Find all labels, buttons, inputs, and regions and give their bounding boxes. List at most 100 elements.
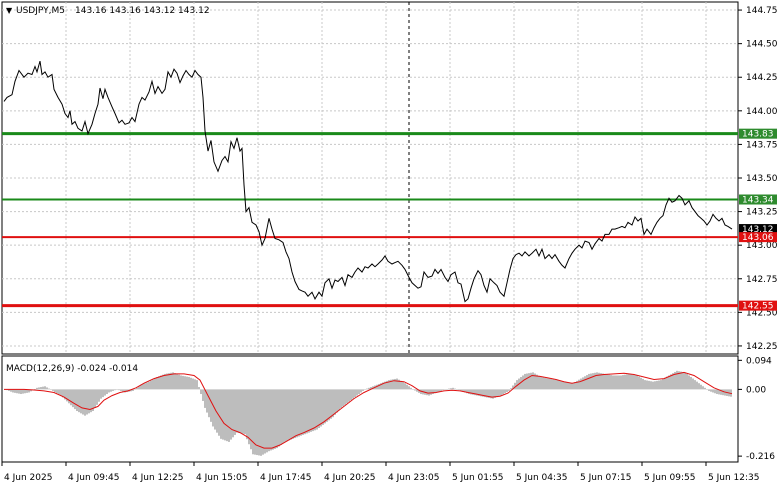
macd-bar	[338, 389, 340, 411]
macd-bar	[702, 386, 704, 390]
macd-bar	[230, 389, 232, 440]
macd-bar	[184, 376, 186, 390]
macd-bar	[598, 372, 600, 390]
macd-bar	[412, 389, 414, 390]
macd-bar	[678, 371, 680, 390]
price-panel[interactable]: 144.75144.50144.25144.00143.75143.50143.…	[1, 1, 778, 462]
macd-bar	[612, 375, 614, 390]
time-tick-label: 4 Jun 23:05	[388, 473, 439, 483]
macd-bar	[272, 389, 274, 450]
macd-bar	[254, 389, 256, 455]
macd-bar	[596, 372, 598, 390]
macd-bar	[168, 373, 170, 390]
macd-bar	[578, 379, 580, 390]
macd-bar	[622, 375, 624, 390]
price-axis[interactable]: 144.75144.50144.25144.00143.75143.50143.…	[738, 6, 778, 352]
macd-bar	[58, 389, 60, 395]
macd-bar	[546, 378, 548, 390]
macd-bar	[368, 387, 370, 390]
macd-bar	[516, 380, 518, 390]
macd-bar	[370, 387, 372, 390]
macd-bar	[188, 377, 190, 390]
macd-bar	[382, 382, 384, 390]
macd-bar	[468, 389, 470, 395]
macd-bar	[270, 389, 272, 451]
macd-bar	[162, 374, 164, 390]
macd-bar	[18, 389, 20, 394]
macd-bar	[580, 378, 582, 390]
macd-bar	[42, 386, 44, 390]
macd-bar	[588, 373, 590, 390]
time-tick-label: 5 Jun 12:35	[708, 473, 759, 483]
time-axis[interactable]: 4 Jun 2025 4 Jun 09:45 4 Jun 12:25 4 Jun 15…	[1, 462, 759, 483]
macd-bar	[116, 389, 118, 390]
macd-bar	[526, 373, 528, 390]
macd-bar	[98, 389, 100, 402]
macd-bar	[344, 389, 346, 405]
macd-bar	[434, 389, 436, 394]
macd-bar	[194, 379, 196, 390]
macd-bar	[610, 375, 612, 390]
macd-bar	[320, 389, 322, 427]
macd-bar	[306, 389, 308, 434]
macd-bar	[186, 376, 188, 390]
macd-bar	[298, 389, 300, 437]
macd-bar	[12, 389, 14, 393]
macd-bar	[452, 387, 454, 390]
macd-bar	[232, 389, 234, 438]
level-badge-label: 143.83	[742, 130, 774, 140]
macd-bar	[292, 389, 294, 439]
menu-arrow-icon[interactable]: ▼	[6, 6, 13, 15]
macd-bar	[164, 373, 166, 390]
macd-bar	[332, 389, 334, 418]
macd-bar	[456, 389, 458, 390]
macd-bar	[366, 388, 368, 390]
macd-bar	[392, 379, 394, 390]
macd-bar	[564, 381, 566, 390]
macd-bar	[80, 389, 82, 414]
macd-bar	[60, 389, 62, 396]
macd-bar	[102, 389, 104, 398]
macd-bar	[212, 389, 214, 427]
macd-bar	[462, 389, 464, 392]
macd-bar	[26, 389, 28, 393]
macd-bar	[236, 389, 238, 433]
macd-axis[interactable]: 0.094 0.00 -0.216	[738, 356, 775, 462]
macd-bar	[540, 377, 542, 390]
macd-bar	[638, 376, 640, 390]
macd-bar	[512, 385, 514, 390]
macd-bar	[658, 380, 660, 390]
macd-bar	[576, 380, 578, 390]
macd-bar	[250, 389, 252, 450]
macd-bar	[650, 381, 652, 390]
macd-bar	[544, 377, 546, 390]
macd-bar	[590, 373, 592, 390]
macd-bar	[522, 375, 524, 390]
level-badge-label: 142.55	[742, 302, 774, 312]
macd-bar	[190, 377, 192, 390]
macd-panel[interactable]: 0.094 0.00 -0.216 MACD(12,26,9) -0.024 -0.…	[1, 355, 775, 463]
level-badge	[739, 232, 777, 243]
macd-bar	[88, 389, 90, 414]
macd-bar	[314, 389, 316, 431]
macd-bar	[440, 389, 442, 391]
macd-bar	[84, 389, 86, 416]
macd-bar	[104, 389, 106, 396]
price-tick-label: 144.25	[746, 73, 778, 83]
macd-bar	[698, 383, 700, 390]
macd-bar	[458, 389, 460, 391]
macd-bar	[692, 378, 694, 390]
macd-bar	[648, 380, 650, 390]
macd-bar	[296, 389, 298, 438]
macd-bar	[436, 389, 438, 393]
macd-bar	[268, 389, 270, 452]
macd-bar	[56, 389, 58, 394]
macd-bar	[708, 389, 710, 391]
macd-bar	[118, 389, 120, 391]
macd-bar	[582, 377, 584, 390]
macd-bar	[204, 389, 206, 408]
macd-bar	[14, 389, 16, 393]
macd-bar	[500, 389, 502, 396]
